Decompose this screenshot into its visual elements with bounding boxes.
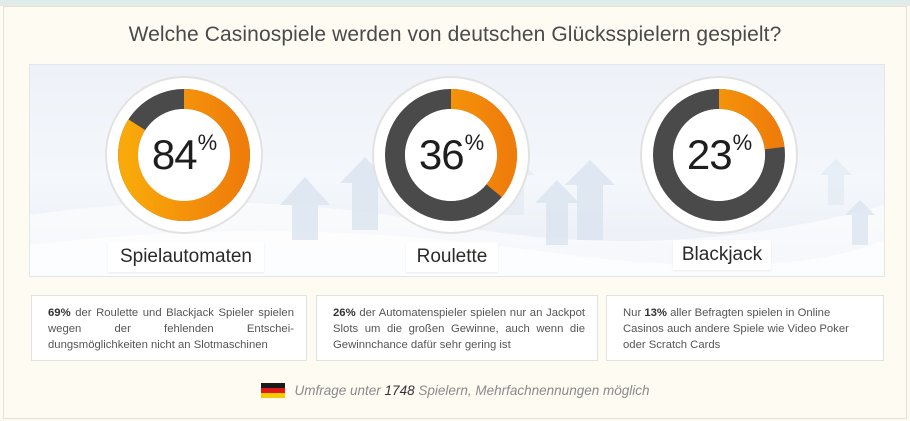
info-card-2: 26% der Automatenspieler spielen nur an … (316, 295, 598, 361)
gauge-spielautomaten: 84% (104, 75, 264, 235)
gauge-value: 23 (686, 131, 733, 178)
info-card-3: Nur 13% aller Befragten spielen in Onlin… (606, 295, 884, 361)
gauge-label-roulette: Roulette (406, 242, 498, 272)
survey-footer: Umfrage unter 1748 Spielern, Mehrfachnen… (0, 383, 910, 398)
footer-before: Umfrage unter (294, 383, 385, 398)
gauge-value-arc (118, 89, 250, 221)
card-highlight: 69% (48, 307, 71, 319)
page-title: Welche Casinospiele werden von deutschen… (128, 23, 782, 46)
gauge-ring (372, 76, 530, 234)
card-text: der Roulette und Blackjack Spieler spiel… (48, 307, 294, 351)
card-text: aller Befragten spielen in Online Casino… (623, 307, 849, 351)
card-highlight: 13% (644, 307, 667, 319)
gauge-ring (105, 76, 263, 234)
footer-count: 1748 (384, 383, 415, 398)
gauge-value: 36 (418, 131, 465, 178)
gauge-center (138, 109, 230, 201)
top-accent-bar (0, 0, 910, 6)
gauge-unit: % (732, 130, 753, 155)
gauge-ring (640, 76, 798, 234)
gauge-value: 84 (151, 131, 198, 178)
info-card-1: 69% der Roulette und Blackjack Spieler s… (31, 295, 307, 361)
card-text: der Automatenspieler spielen nur an Jack… (333, 307, 585, 351)
gauge-label-spielautomaten: Spielautomaten (108, 242, 264, 272)
gauge-roulette: 36% (371, 75, 531, 235)
card-prefix: Nur (623, 307, 645, 319)
footer-after: Spielern, Mehrfachnennungen möglich (414, 383, 650, 398)
gauge-blackjack: 23% (639, 75, 799, 235)
gauge-center (405, 109, 497, 201)
germany-flag-icon (260, 383, 285, 398)
gauge-unit: % (464, 130, 485, 155)
gauge-unit: % (197, 130, 218, 155)
card-highlight: 26% (333, 307, 356, 319)
gauge-value-arc (385, 89, 517, 221)
gauge-center (673, 109, 765, 201)
chart-panel: 84% Spielautomaten 36% Roulette 23% Blac… (29, 64, 885, 277)
gauge-value-arc (653, 89, 785, 221)
gauge-label-blackjack: Blackjack (673, 240, 771, 270)
